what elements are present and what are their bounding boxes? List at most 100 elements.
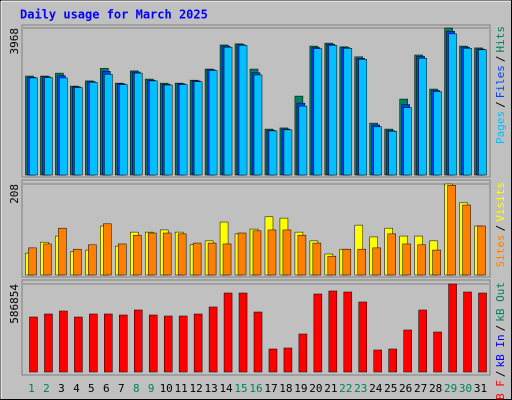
bar (178, 315, 188, 373)
bar (403, 107, 412, 176)
bar (222, 243, 232, 276)
legend: Sites / Visits (494, 182, 507, 268)
bar (358, 301, 368, 373)
bar (328, 45, 338, 176)
bar (104, 313, 113, 373)
bar (238, 45, 248, 176)
x-tick-label: 14 (219, 382, 233, 395)
bar (403, 329, 412, 373)
x-tick-label: 1 (28, 382, 35, 395)
bar (74, 87, 83, 176)
bar (432, 249, 441, 276)
bar (358, 59, 368, 176)
bar (118, 243, 127, 276)
x-tick-label: 27 (414, 382, 427, 395)
bar (238, 292, 248, 373)
x-tick-label: 13 (204, 382, 217, 395)
bar (433, 331, 442, 373)
legend-entry: Files (494, 65, 507, 98)
bar (418, 309, 427, 373)
legend-separator: / (494, 225, 507, 232)
bar (298, 105, 308, 176)
legend-separator: / (494, 101, 507, 108)
bar (298, 333, 308, 373)
x-tick-label: 28 (429, 382, 442, 395)
bar (29, 316, 38, 373)
x-tick-label: 11 (175, 382, 188, 395)
bar (43, 243, 52, 276)
x-tick-label: 26 (399, 382, 412, 395)
x-tick-label: 10 (160, 382, 173, 395)
bar (328, 290, 338, 373)
legend: Pages / Files / Hits (494, 26, 507, 144)
x-tick-label: 15 (234, 382, 247, 395)
y-tick-label: 208 (8, 184, 21, 204)
bar (162, 232, 172, 276)
bar (463, 48, 472, 176)
bar (477, 225, 486, 276)
legend-entry: Hits (494, 26, 507, 53)
bar (252, 230, 262, 276)
x-tick-label: 5 (88, 382, 95, 395)
bar (312, 242, 322, 276)
bar (163, 84, 173, 176)
x-tick-label: 21 (324, 382, 337, 395)
x-tick-label: 8 (133, 382, 140, 395)
bar (447, 185, 456, 276)
bar (148, 80, 158, 176)
bar (327, 255, 337, 276)
bar (193, 81, 203, 176)
bar (373, 126, 382, 176)
x-tick-label: 2 (43, 382, 50, 395)
bar (147, 232, 157, 276)
bar (462, 204, 471, 276)
bar (343, 291, 353, 373)
bar (433, 91, 442, 176)
x-tick-label: 4 (73, 382, 80, 395)
bar (387, 233, 396, 276)
bar (253, 74, 263, 176)
legend-entry: kB F (494, 380, 507, 400)
x-tick-label: 30 (459, 382, 472, 395)
bar (343, 48, 353, 176)
bar (463, 291, 472, 373)
bar (177, 233, 187, 276)
bar (89, 313, 98, 373)
x-tick-label: 6 (103, 382, 110, 395)
bar (134, 72, 143, 176)
bar (283, 129, 293, 176)
bar (267, 229, 277, 276)
legend-entry: Pages (494, 111, 507, 144)
legend-separator: / (494, 371, 507, 378)
bar (44, 77, 53, 176)
bar (297, 234, 307, 276)
bar (134, 309, 143, 373)
bar (223, 46, 233, 176)
legend: kB F / kB In / kB Out (494, 282, 507, 400)
legend-entry: Visits (494, 182, 507, 222)
legend-entry: Sites (494, 234, 507, 267)
bar (313, 48, 323, 176)
bar (478, 292, 487, 373)
x-tick-label: 7 (118, 382, 125, 395)
bar (73, 248, 82, 276)
bar (357, 248, 367, 276)
bar (253, 311, 263, 373)
x-tick-label: 9 (148, 382, 155, 395)
bar (58, 227, 67, 276)
bar (59, 310, 68, 373)
x-tick-label: 3 (58, 382, 65, 395)
bar (448, 283, 457, 373)
bar (178, 84, 188, 176)
bar (418, 58, 427, 176)
bar (417, 244, 426, 276)
bar (283, 347, 293, 373)
x-tick-label: 16 (249, 382, 262, 395)
x-tick-label: 25 (384, 382, 397, 395)
bar (223, 292, 233, 373)
bar (103, 223, 112, 276)
legend-separator: / (494, 325, 507, 332)
x-tick-label: 20 (309, 382, 322, 395)
bar (313, 293, 323, 373)
